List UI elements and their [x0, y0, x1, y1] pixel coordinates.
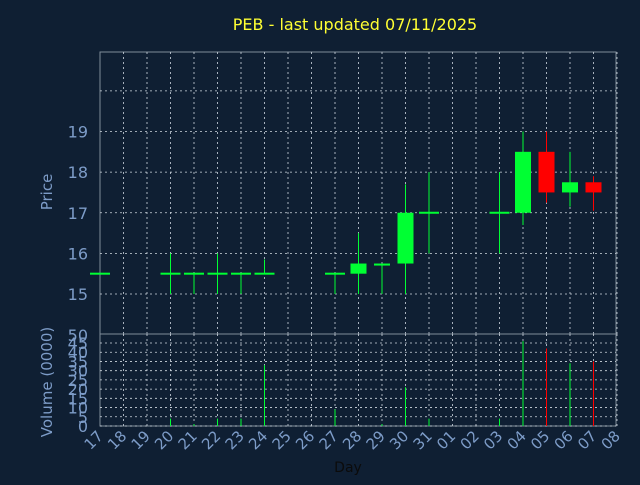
x-tick-label: 31 [410, 427, 436, 453]
x-tick-label: 04 [504, 427, 530, 453]
x-tick-label: 19 [128, 427, 154, 453]
volume-tick-label: 5 [78, 408, 88, 427]
price-tick-label: 16 [68, 244, 88, 263]
x-tick-label: 07 [574, 427, 600, 453]
x-tick-label: 01 [433, 427, 459, 453]
candle-body [325, 272, 345, 275]
candle-body [538, 151, 555, 193]
price-axis-label: Price [38, 174, 56, 211]
volume-tick-label: 10 [68, 399, 88, 418]
x-tick-label: 30 [386, 427, 412, 453]
x-tick-label: 06 [551, 427, 577, 453]
price-tick-label: 19 [68, 123, 88, 142]
candle-body [419, 211, 439, 214]
x-tick-label: 27 [316, 427, 342, 453]
x-tick-label: 08 [598, 427, 624, 453]
candle-body [184, 272, 204, 275]
candle-body [397, 212, 414, 264]
volume-tick-label: 40 [68, 343, 88, 362]
x-tick-label: 20 [151, 427, 177, 453]
x-axis-label: Day [334, 460, 362, 476]
volume-axis-label: Volume (0000) [38, 327, 56, 437]
volume-tick-label: 20 [68, 380, 88, 399]
candle-body [562, 182, 578, 193]
x-tick-label: 22 [198, 427, 224, 453]
chart-title: PEB - last updated 07/11/2025 [233, 15, 477, 34]
candle-body [207, 272, 228, 275]
x-tick-label: 03 [480, 427, 506, 453]
volume-tick-label: 0 [78, 417, 88, 436]
x-tick-label: 21 [175, 427, 201, 453]
price-panel: 15 16 17 18 19 [68, 51, 618, 335]
volume-tick-label: 15 [68, 389, 88, 408]
x-tick-label: 25 [269, 427, 295, 453]
x-tick-label: 28 [339, 427, 365, 453]
volume-top-tick-label: 50 [68, 326, 88, 345]
volume-tick-label: 45 [68, 334, 88, 353]
candle-body [374, 263, 390, 266]
x-tick-label: 18 [104, 427, 130, 453]
x-tick-label: 02 [457, 427, 483, 453]
x-tick-label: 26 [292, 427, 318, 453]
candle-body [160, 272, 181, 275]
price-tick-label: 17 [68, 204, 88, 223]
volume-plot-frame [99, 333, 617, 427]
price-tick-label: 15 [68, 285, 88, 304]
x-tick-label: 24 [245, 427, 271, 453]
candle-body [350, 263, 367, 274]
candle-body [254, 272, 275, 275]
volume-tick-label: 25 [68, 371, 88, 390]
x-tick-label: 29 [363, 427, 389, 453]
volume-tick-label: 35 [68, 352, 88, 371]
candle-body [489, 211, 510, 214]
x-axis: 1718192021222324252627282930310102030405… [81, 427, 624, 453]
x-tick-label: 23 [222, 427, 248, 453]
candle-body [231, 272, 251, 275]
candle-body [90, 272, 110, 275]
candle-body [515, 151, 531, 213]
x-tick-label: 05 [527, 427, 553, 453]
volume-tick-label: 30 [68, 362, 88, 381]
candle-body [585, 182, 602, 193]
price-tick-label: 18 [68, 163, 88, 182]
